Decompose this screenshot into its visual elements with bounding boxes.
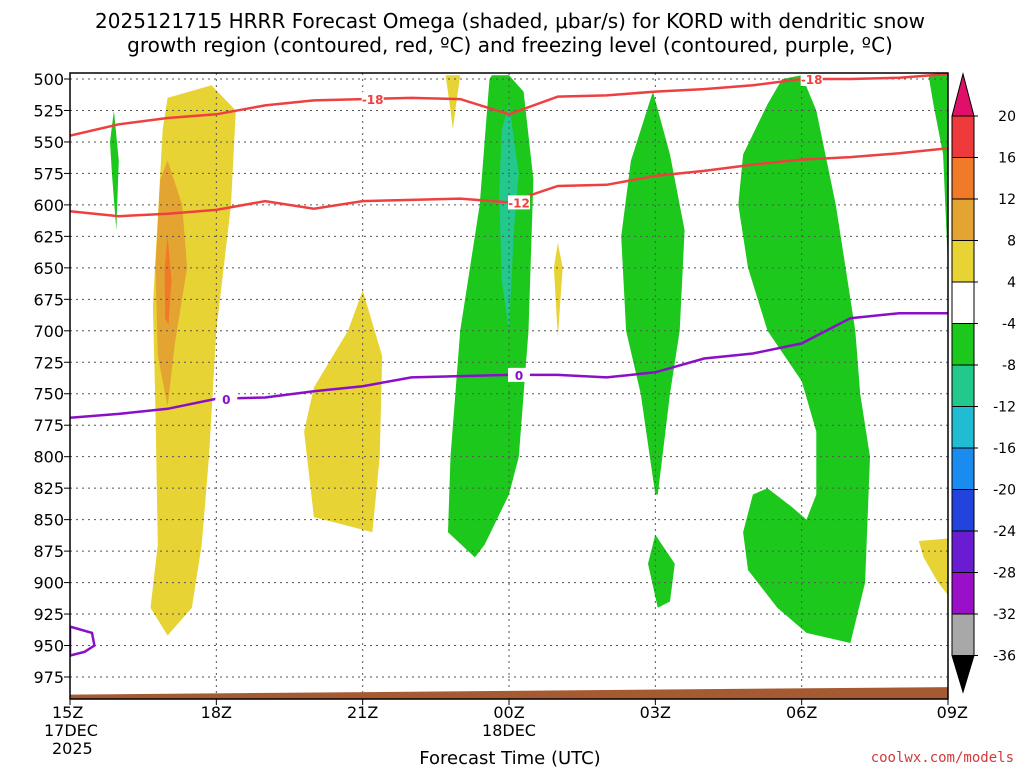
- x-tick-label-21Z: 21Z: [347, 703, 378, 722]
- y-tick-label-875: 875: [33, 542, 64, 561]
- x-axis-label: Forecast Time (UTC): [419, 748, 600, 768]
- chart-title-line1: 2025121715 HRRR Forecast Omega (shaded, …: [95, 9, 925, 33]
- colorbar-segment-1: [951, 115, 975, 158]
- x-tick-label-18Z: 18Z: [201, 703, 232, 722]
- y-tick-label-575: 575: [33, 164, 64, 183]
- omega-colorbar: 20 16 12 8 4 -4 -8 -12 -16 -20 -24 -28 -32 -36: [951, 72, 1016, 694]
- colorbar-label-10: -24: [993, 524, 1016, 540]
- colorbar-label-4: 4: [1007, 275, 1016, 291]
- contour-label-bg-2-1: [508, 367, 530, 382]
- colorbar-label-1: 16: [998, 151, 1016, 167]
- colorbar-segment-4: [951, 240, 975, 283]
- omega-region-4: [445, 75, 461, 130]
- omega-region-9: [621, 91, 685, 495]
- plot-area: -18 -18 -12 0 0: [70, 73, 948, 699]
- y-tick-label-625: 625: [33, 227, 64, 246]
- colorbar-label-3: 8: [1007, 234, 1016, 250]
- colorbar-label-2: 12: [998, 192, 1016, 208]
- x-tick-label-00Z: 00Z: [493, 703, 524, 722]
- colorbar-label-13: -36: [993, 649, 1016, 665]
- omega-region-6: [918, 538, 948, 596]
- colorbar-bottom-arrow: [951, 655, 975, 694]
- pressure-axis: 500 525 550 575 600 625 650 675 700 725 750 775 800 8…: [33, 70, 70, 687]
- contour-label-0-0: -18: [362, 93, 384, 107]
- contour-label-bg-1-0: [508, 195, 530, 210]
- y-tick-label-775: 775: [33, 416, 64, 435]
- y-tick-label-800: 800: [33, 448, 64, 467]
- grid-lines: [70, 73, 948, 699]
- omega-shading: [70, 75, 948, 657]
- colorbar-segment-9: [951, 447, 975, 490]
- y-tick-label-675: 675: [33, 290, 64, 309]
- x-tick-label-06Z: 06Z: [786, 703, 817, 722]
- omega-region-12: [928, 75, 948, 268]
- y-tick-label-700: 700: [33, 322, 64, 341]
- y-tick-label-975: 975: [33, 668, 64, 687]
- colorbar-label-12: -32: [993, 607, 1016, 623]
- contour-label-2-0: 0: [222, 393, 230, 407]
- contour-label-bg-0-1: [800, 73, 823, 86]
- y-tick-label-725: 725: [33, 353, 64, 372]
- y-tick-label-525: 525: [33, 101, 64, 120]
- chart-title-line2: growth region (contoured, red, ºC) and f…: [127, 33, 893, 57]
- omega-region-11: [738, 75, 870, 643]
- omega-region-10: [648, 534, 675, 608]
- terrain-ground: [70, 687, 948, 699]
- y-tick-label-650: 650: [33, 259, 64, 278]
- y-tick-label-925: 925: [33, 605, 64, 624]
- contour-label-2-1: 0: [515, 369, 523, 383]
- colorbar-segment-8: [951, 406, 975, 449]
- x-tick-label-09Z: 09Z: [937, 703, 968, 722]
- source-credit: coolwx.com/models: [871, 750, 1014, 766]
- contour-label-bg-2-0: [215, 391, 238, 406]
- y-tick-label-750: 750: [33, 385, 64, 404]
- contour-label-1-0: -12: [508, 196, 530, 210]
- contour-label-0-1: -18: [801, 73, 823, 87]
- colorbar-segment-5: [951, 281, 975, 324]
- omega-region-5: [553, 242, 563, 338]
- colorbar-segment-6: [951, 323, 975, 366]
- omega-region-2: [164, 236, 172, 325]
- colorbar-label-8: -16: [993, 441, 1016, 457]
- colorbar-label-11: -28: [993, 566, 1016, 582]
- omega-region-13: [110, 110, 119, 231]
- x-tick-label-15Z: 15Z: [52, 703, 83, 722]
- colorbar-segment-7: [951, 364, 975, 407]
- y-tick-label-850: 850: [33, 511, 64, 530]
- colorbar-label-9: -20: [993, 483, 1016, 499]
- colorbar-segment-3: [951, 198, 975, 241]
- y-tick-label-550: 550: [33, 133, 64, 152]
- x-tick-sub2-15Z: 2025: [52, 739, 93, 758]
- colorbar-segment-13: [951, 613, 975, 656]
- omega-region-14: [70, 625, 96, 657]
- contour-label-bg-0-0: [361, 92, 384, 107]
- y-tick-label-825: 825: [33, 479, 64, 498]
- colorbar-segment-11: [951, 530, 975, 573]
- colorbar-segment-12: [951, 572, 975, 615]
- x-tick-label-03Z: 03Z: [640, 703, 671, 722]
- colorbar-top-arrow: [951, 72, 975, 117]
- y-tick-label-950: 950: [33, 637, 64, 656]
- y-tick-label-500: 500: [33, 70, 64, 89]
- colorbar-segment-2: [951, 157, 975, 200]
- x-tick-sub1-15Z: 17DEC: [44, 721, 98, 740]
- contour-labels: -18 -18 -12 0 0: [215, 73, 823, 407]
- x-tick-sub1-00Z: 18DEC: [482, 721, 536, 740]
- colorbar-label-0: 20: [998, 109, 1016, 125]
- y-tick-label-600: 600: [33, 196, 64, 215]
- colorbar-label-7: -12: [993, 400, 1016, 416]
- colorbar-segment-10: [951, 489, 975, 532]
- colorbar-label-6: -8: [1002, 358, 1016, 374]
- colorbar-label-5: -4: [1002, 317, 1016, 333]
- y-tick-label-900: 900: [33, 574, 64, 593]
